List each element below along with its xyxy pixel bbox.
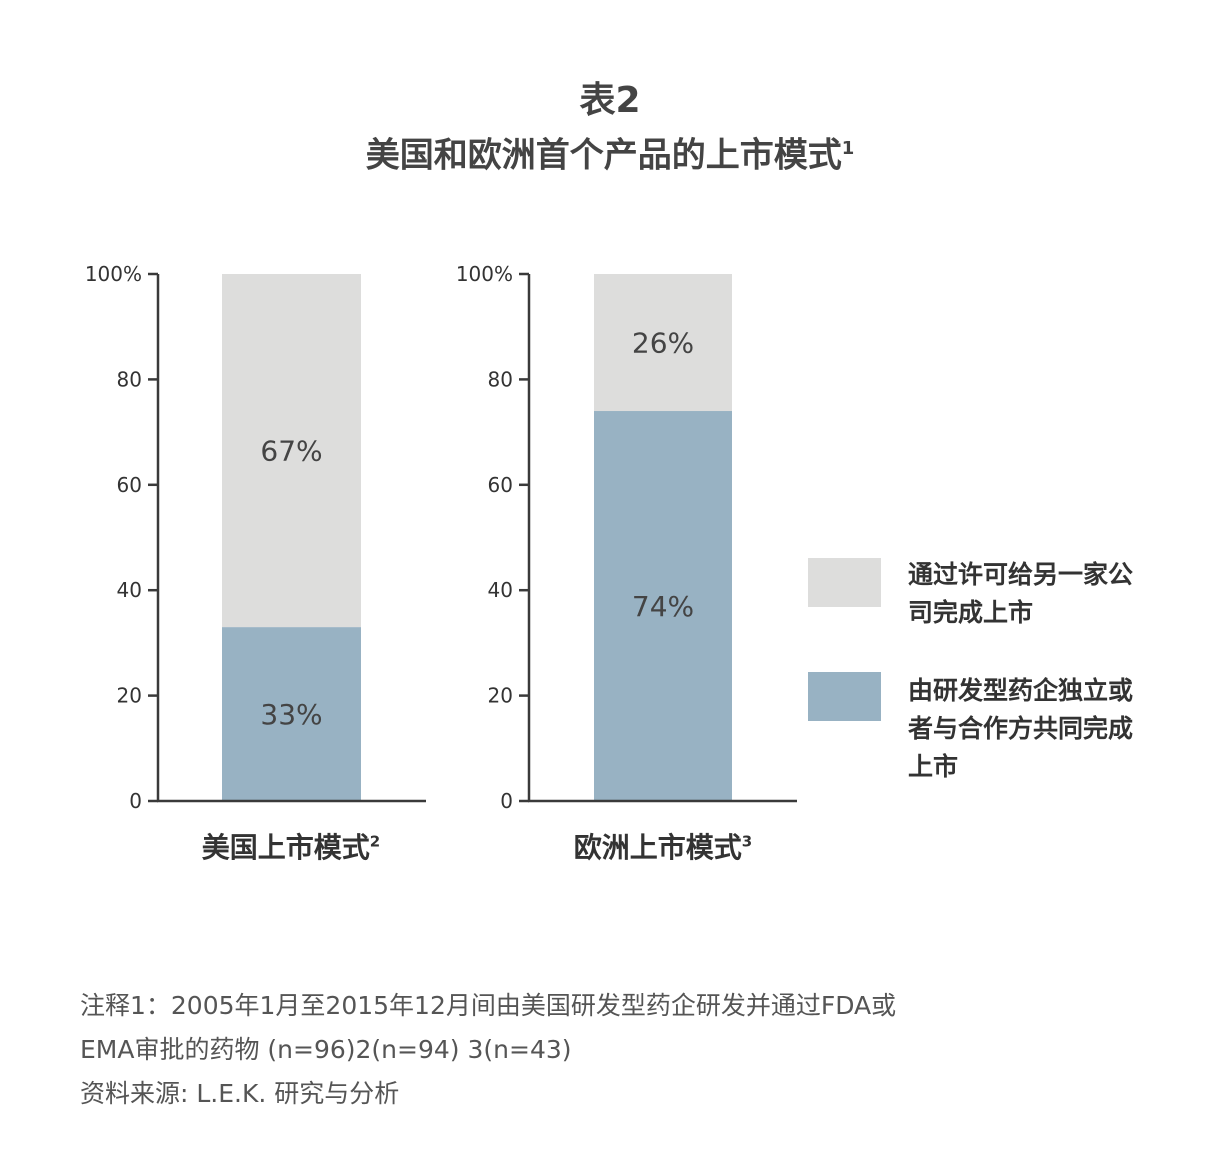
y-tick-label-1-4: 80 [488, 367, 513, 391]
legend-label-licensed: 通过许可给另一家公司完成上市 [908, 560, 1134, 627]
x-category-footnote-eu: 3 [741, 832, 753, 851]
chart-title-number: 表2 [579, 80, 641, 121]
x-category-text-us: 美国上市模式 [201, 831, 370, 864]
y-tick-label-1-3: 60 [488, 473, 513, 497]
y-tick-label-0-5: 100% [85, 262, 142, 286]
legend-swatch-independent [808, 672, 881, 721]
bar-value-label-0-0: 33% [260, 698, 322, 731]
chart-title: 美国和欧洲首个产品的上市模式1 [0, 126, 1220, 178]
bar-value-label-0-1: 67% [260, 435, 322, 468]
x-category-text-eu: 欧洲上市模式 [573, 831, 742, 864]
y-tick-label-1-2: 40 [488, 578, 513, 602]
bar-segment-0-0 [222, 627, 361, 801]
chart-title-text: 美国和欧洲首个产品的上市模式 [365, 135, 842, 176]
source-note: 资料来源: L.E.K. 研究与分析 [80, 1079, 400, 1108]
x-category-label-us: 美国上市模式2 [202, 826, 380, 866]
y-tick-label-0-0: 0 [129, 789, 142, 813]
y-tick-label-1-5: 100% [456, 262, 513, 286]
footnotes: 注释1：2005年1月至2015年12月间由美国研发型药企研发并通过FDA或 E… [80, 984, 896, 1116]
footnote-line-1: 注释1：2005年1月至2015年12月间由美国研发型药企研发并通过FDA或 [80, 991, 897, 1020]
bar-segment-0-1 [222, 274, 361, 628]
y-tick-label-1-0: 0 [500, 789, 513, 813]
chart-title-footnote-ref: 1 [841, 138, 855, 159]
bar-segment-1-0 [594, 411, 732, 801]
bar-value-label-1-1: 26% [632, 327, 694, 360]
y-tick-label-1-1: 20 [488, 684, 513, 708]
x-category-footnote-us: 2 [369, 832, 381, 851]
legend-label-independent: 由研发型药企独立或者与合作方共同完成上市 [908, 676, 1134, 781]
y-tick-label-0-3: 60 [117, 473, 142, 497]
footnote-line-2: EMA审批的药物 (n=96)2(n=94) 3(n=43) [80, 1035, 572, 1064]
x-category-label-eu: 欧洲上市模式3 [574, 826, 752, 866]
bar-value-label-1-0: 74% [632, 590, 694, 623]
y-tick-label-0-1: 20 [117, 684, 142, 708]
y-tick-label-0-2: 40 [117, 578, 142, 602]
y-tick-label-0-4: 80 [117, 367, 142, 391]
legend-swatch-licensed [808, 558, 881, 607]
chart-title-block: 表2 美国和欧洲首个产品的上市模式1 [0, 78, 1220, 178]
bar-segment-1-1 [594, 274, 732, 412]
